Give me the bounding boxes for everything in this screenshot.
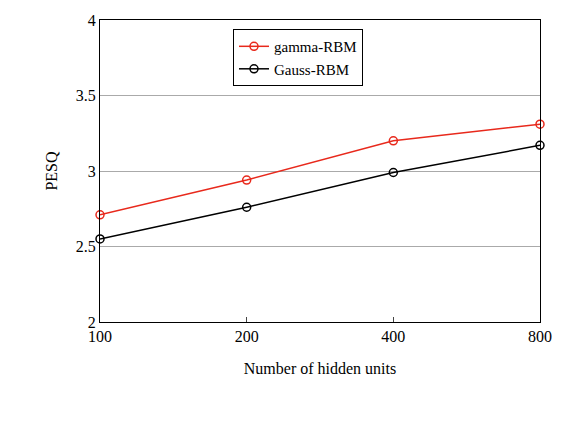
svg-text:2.5: 2.5 [76, 238, 96, 255]
svg-text:gamma-RBM: gamma-RBM [274, 39, 357, 55]
svg-text:2: 2 [88, 314, 96, 331]
svg-text:Number of hidden units: Number of hidden units [244, 360, 396, 377]
svg-text:400: 400 [381, 328, 405, 345]
svg-text:100: 100 [88, 328, 112, 345]
svg-text:Gauss-RBM: Gauss-RBM [274, 62, 349, 78]
svg-text:3.5: 3.5 [76, 87, 96, 104]
svg-text:4: 4 [88, 12, 96, 29]
svg-text:PESQ: PESQ [43, 151, 60, 191]
svg-text:200: 200 [235, 328, 259, 345]
svg-text:3: 3 [88, 163, 96, 180]
svg-text:800: 800 [528, 328, 552, 345]
